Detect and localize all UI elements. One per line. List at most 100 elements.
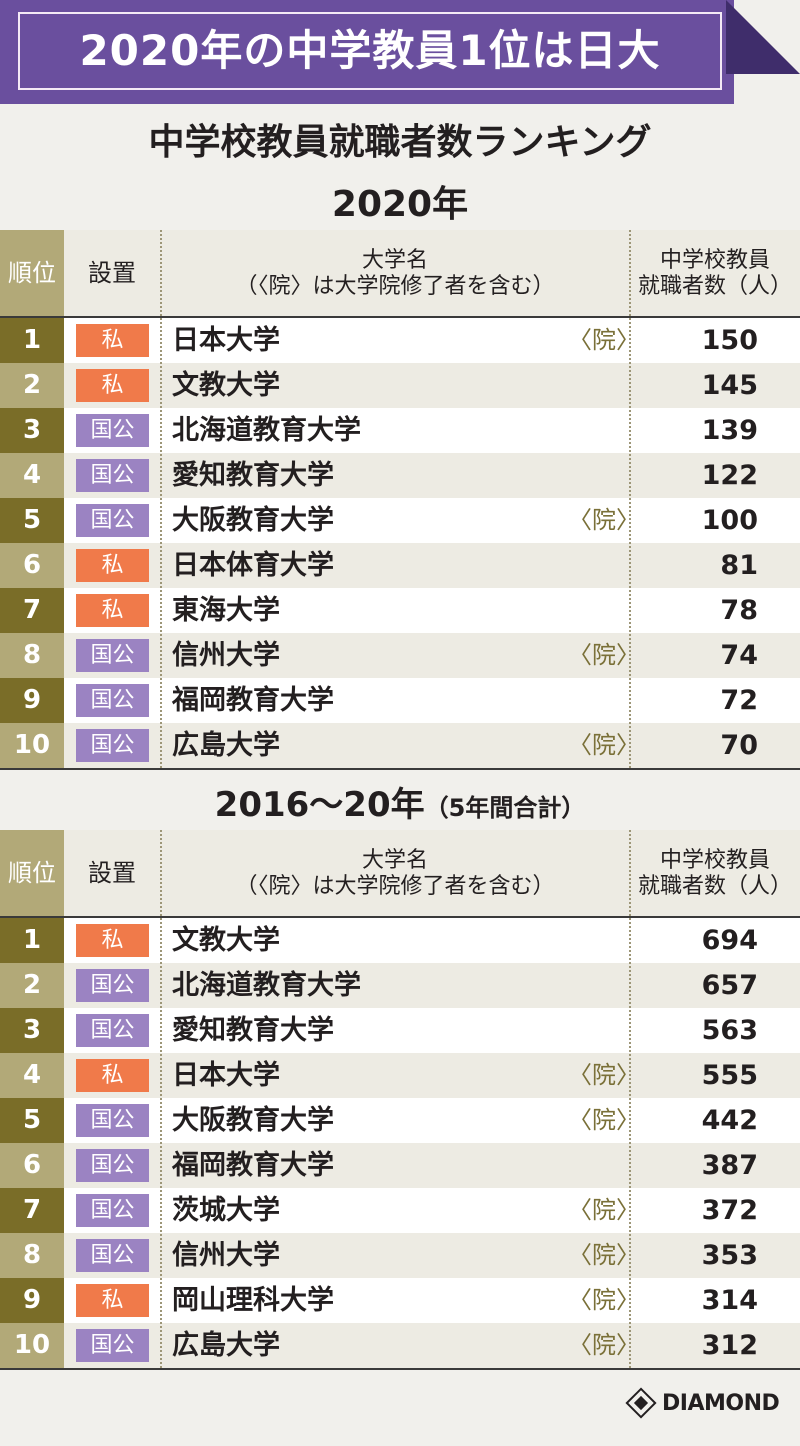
header-establishment: 設置 [88,859,136,887]
teacher-count: 70 [720,730,758,761]
establishment-badge: 国公 [76,1239,149,1272]
teacher-count: 78 [720,595,758,626]
header-count-line1: 中学校教員 [659,248,770,273]
header-rank: 順位 [0,230,64,316]
table-row: 4 国公 愛知教育大学 122 [0,453,800,498]
header-rank: 順位 [0,830,64,916]
establishment-badge: 国公 [76,1149,149,1182]
university-name: 信州大学 [172,1240,280,1271]
table-row: 3 国公 北海道教育大学 139 [0,408,800,453]
teacher-count: 145 [701,370,758,401]
header-divider [0,316,800,318]
university-name: 東海大学 [172,595,280,626]
table-row: 7 国公 茨城大学 〈院〉 372 [0,1188,800,1233]
rank-cell: 3 [0,408,64,453]
establishment-badge: 私 [76,924,149,957]
graduate-marker: 〈院〉 [568,326,640,354]
table-row: 5 国公 大阪教育大学 〈院〉 442 [0,1098,800,1143]
university-name: 日本大学 [172,325,280,356]
header-name: 大学名 （〈院〉は大学院修了者を含む） [162,848,628,900]
teacher-count: 314 [701,1285,758,1316]
rank-cell: 4 [0,453,64,498]
rank-cell: 8 [0,1233,64,1278]
teacher-count: 387 [701,1150,758,1181]
teacher-count: 372 [701,1195,758,1226]
teacher-count: 100 [701,505,758,536]
university-name: 岡山理科大学 [172,1285,334,1316]
teacher-count: 312 [701,1330,758,1361]
graduate-marker: 〈院〉 [568,1286,640,1314]
logo-text: DIAMOND [662,1391,780,1416]
university-name: 大阪教育大学 [172,1105,334,1136]
university-name: 愛知教育大学 [172,460,334,491]
graduate-marker: 〈院〉 [568,1196,640,1224]
establishment-badge: 国公 [76,1104,149,1137]
table-row: 8 国公 信州大学 〈院〉 74 [0,633,800,678]
teacher-count: 555 [701,1060,758,1091]
table-bottom-divider [0,1368,800,1370]
university-name: 福岡教育大学 [172,1150,334,1181]
university-name: 北海道教育大学 [172,415,361,446]
teacher-count: 563 [701,1015,758,1046]
table-row: 4 私日本大学 〈院〉 555 [0,1053,800,1098]
establishment-badge: 国公 [76,684,149,717]
table-row: 10 国公 広島大学 〈院〉 312 [0,1323,800,1368]
banner-title: 2020年の中学教員1位は日大 [79,26,661,75]
rank-cell: 4 [0,1053,64,1098]
table-row: 2 私文教大学 145 [0,363,800,408]
establishment-badge: 国公 [76,414,149,447]
header-name-line2: （〈院〉は大学院修了者を含む） [235,874,555,899]
teacher-count: 139 [701,415,758,446]
table-row: 6 国公 福岡教育大学 387 [0,1143,800,1188]
establishment-badge: 国公 [76,459,149,492]
university-name: 茨城大学 [172,1195,280,1226]
university-name: 北海道教育大学 [172,970,361,1001]
table-row: 9 私岡山理科大学 〈院〉 314 [0,1278,800,1323]
establishment-badge: 国公 [76,729,149,762]
university-name: 文教大学 [172,925,280,956]
ranking-heading: 中学校教員就職者数ランキング [148,122,652,163]
header-count-line2: 就職者数（人） [637,874,792,899]
table-title-note: （5年間合計） [424,794,586,822]
university-name: 大阪教育大学 [172,505,334,536]
teacher-count: 657 [701,970,758,1001]
university-name: 日本体育大学 [172,550,334,581]
header-establishment: 設置 [88,259,136,287]
title-banner: 2020年の中学教員1位は日大 [0,0,800,104]
header-divider [0,916,800,918]
rank-cell: 3 [0,1008,64,1053]
table-row: 1 私日本大学 〈院〉 150 [0,318,800,363]
header-name: 大学名 （〈院〉は大学院修了者を含む） [162,248,628,300]
establishment-badge: 私 [76,324,149,357]
graduate-marker: 〈院〉 [568,1241,640,1269]
establishment-badge: 国公 [76,639,149,672]
rank-cell: 6 [0,543,64,588]
table-row: 5 国公 大阪教育大学 〈院〉 100 [0,498,800,543]
header-name-line2: （〈院〉は大学院修了者を含む） [235,274,555,299]
column-divider [160,830,162,1368]
table-row: 2 国公 北海道教育大学 657 [0,963,800,1008]
table-row: 3 国公 愛知教育大学 563 [0,1008,800,1053]
establishment-badge: 私 [76,1059,149,1092]
teacher-count: 150 [701,325,758,356]
graduate-marker: 〈院〉 [568,731,640,759]
establishment-badge: 私 [76,549,149,582]
rank-cell: 1 [0,918,64,963]
banner-frame [18,12,722,90]
column-divider [629,230,631,768]
table-row: 1 私文教大学 694 [0,918,800,963]
teacher-count: 81 [720,550,758,581]
rank-cell: 10 [0,1323,64,1368]
rank-cell: 6 [0,1143,64,1188]
rank-cell: 2 [0,963,64,1008]
table-title-2020: 2020年 [331,184,469,225]
rank-cell: 7 [0,1188,64,1233]
teacher-count: 442 [701,1105,758,1136]
teacher-count: 122 [701,460,758,491]
teacher-count: 353 [701,1240,758,1271]
table-row: 8 国公 信州大学 〈院〉 353 [0,1233,800,1278]
graduate-marker: 〈院〉 [568,641,640,669]
rank-cell: 7 [0,588,64,633]
rank-cell: 5 [0,1098,64,1143]
table-title-main: 2016〜20年 [214,785,425,825]
